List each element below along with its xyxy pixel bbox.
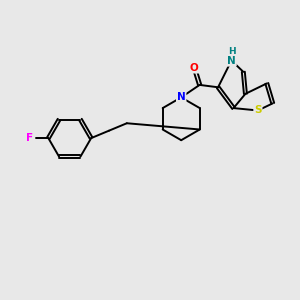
Text: S: S	[254, 106, 262, 116]
Text: N: N	[177, 92, 186, 102]
Text: F: F	[26, 133, 34, 143]
Text: H: H	[228, 46, 235, 56]
Text: H: H	[227, 56, 236, 65]
Text: N: N	[227, 56, 236, 65]
Text: O: O	[190, 63, 199, 73]
